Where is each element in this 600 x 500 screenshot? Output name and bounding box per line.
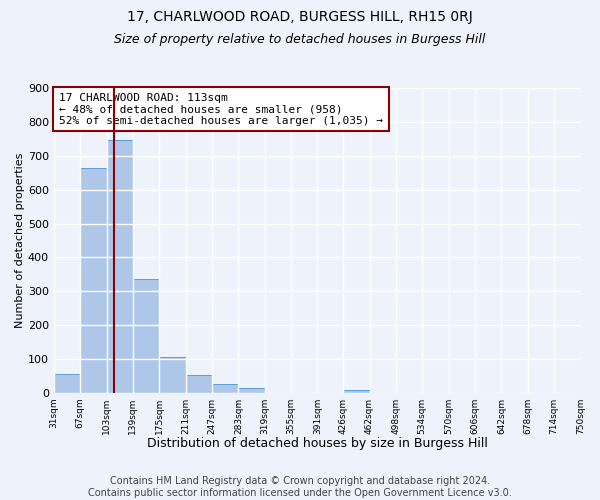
Bar [185,376,212,393]
Text: Size of property relative to detached houses in Burgess Hill: Size of property relative to detached ho… [115,32,485,46]
Text: 17, CHARLWOOD ROAD, BURGESS HILL, RH15 0RJ: 17, CHARLWOOD ROAD, BURGESS HILL, RH15 0… [127,10,473,24]
Bar [212,384,238,393]
Bar [54,374,80,393]
Bar [107,140,133,393]
X-axis label: Distribution of detached houses by size in Burgess Hill: Distribution of detached houses by size … [146,437,488,450]
Bar [343,390,370,393]
Bar [80,168,107,393]
Text: Contains HM Land Registry data © Crown copyright and database right 2024.
Contai: Contains HM Land Registry data © Crown c… [88,476,512,498]
Bar [133,280,159,393]
Text: 17 CHARLWOOD ROAD: 113sqm
← 48% of detached houses are smaller (958)
52% of semi: 17 CHARLWOOD ROAD: 113sqm ← 48% of detac… [59,92,383,126]
Y-axis label: Number of detached properties: Number of detached properties [15,153,25,328]
Bar [159,358,185,393]
Bar [238,388,265,393]
